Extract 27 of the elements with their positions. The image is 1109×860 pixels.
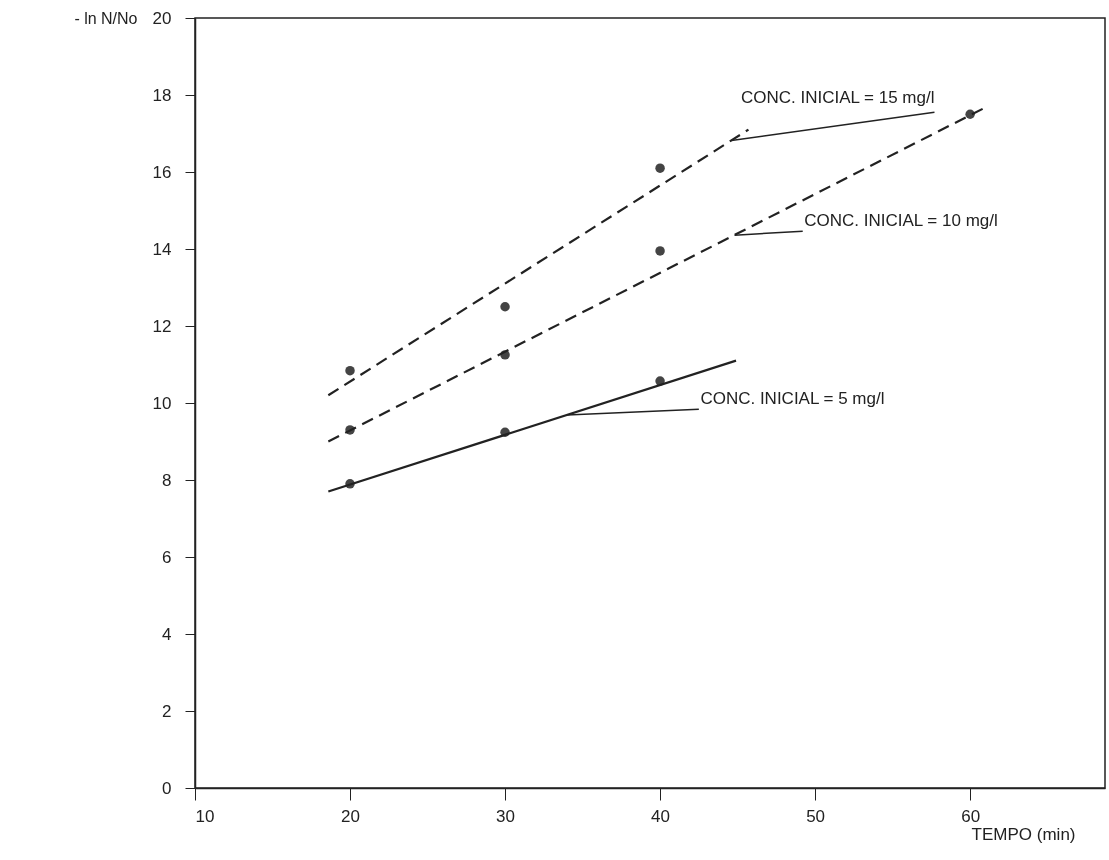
annotation: CONC. INICIAL = 5 mg/l [700,389,885,409]
point [655,163,665,173]
y-tick-label: 12 [152,316,172,336]
y-tick-label: 20 [152,8,172,28]
y-tick-label: 10 [152,393,172,413]
point [500,302,510,312]
y-axis-title: - ln N/No [74,9,138,27]
y-tick-label: 8 [162,470,172,490]
y-tick-label: 0 [162,778,172,798]
x-axis-title: TEMPO (min) [971,824,1076,844]
x-tick-label: 60 [961,806,981,826]
point [655,246,665,256]
x-tick-label: 20 [341,806,360,826]
x-tick-label: 30 [496,806,516,826]
y-tick-label: 6 [162,547,172,567]
y-tick-label: 2 [162,701,172,721]
x-tick-label: 10 [195,806,215,826]
y-tick-label: 18 [152,85,172,105]
y-tick-label: 14 [152,239,172,259]
y-tick-label: 4 [162,624,172,644]
x-tick-label: 40 [651,806,671,826]
annotation: CONC. INICIAL = 15 mg/l [740,88,935,108]
x-tick-label: 50 [806,806,826,826]
point [965,109,975,119]
y-tick-label: 16 [152,162,172,182]
point [345,365,355,376]
annotation: CONC. INICIAL = 10 mg/l [804,211,998,231]
